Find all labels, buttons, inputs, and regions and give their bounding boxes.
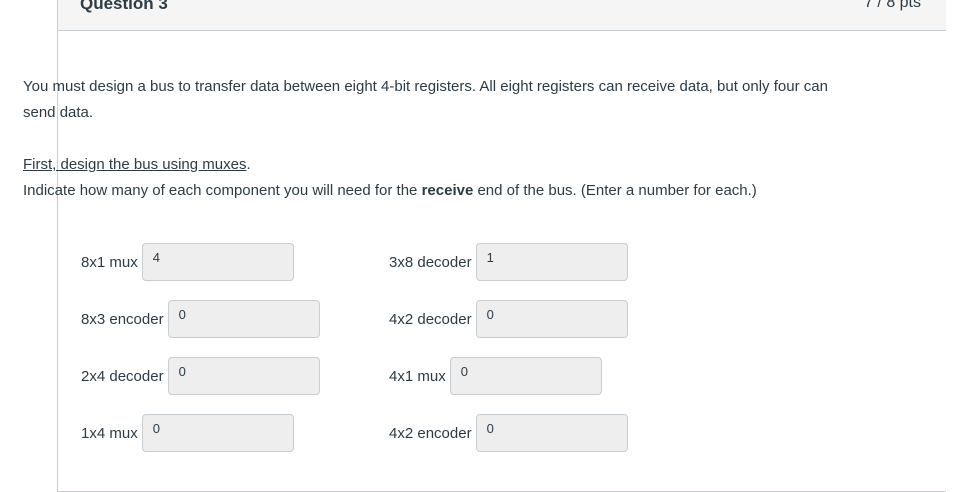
answer-input[interactable]: 0 bbox=[475, 300, 628, 338]
answer-input[interactable]: 0 bbox=[475, 414, 628, 452]
instruction-emphasis: receive bbox=[421, 182, 474, 199]
instruction-part: Indicate how many of each component you … bbox=[23, 182, 422, 199]
period: . bbox=[246, 156, 251, 173]
field-8x3-encoder: 8x3 encoder 0 bbox=[81, 300, 320, 338]
field-label: 3x8 decoder bbox=[389, 253, 472, 271]
field-4x1-mux: 4x1 mux 0 bbox=[389, 357, 602, 395]
field-3x8-decoder: 3x8 decoder 1 bbox=[389, 243, 628, 281]
field-2x4-decoder: 2x4 decoder 0 bbox=[81, 357, 320, 395]
field-8x1-mux: 8x1 mux 4 bbox=[81, 243, 294, 281]
answer-input[interactable]: 1 bbox=[475, 243, 628, 281]
question-panel: Question 3 7 / 8 pts bbox=[57, 0, 946, 492]
question-title: Question 3 bbox=[80, 0, 168, 13]
instruction-part: end of the bus. (Enter a number for each… bbox=[473, 182, 757, 199]
field-label: 1x4 mux bbox=[81, 424, 138, 442]
field-label: 2x4 decoder bbox=[81, 367, 164, 385]
answer-input[interactable]: 0 bbox=[449, 357, 602, 395]
answer-input[interactable]: 0 bbox=[167, 300, 320, 338]
answer-input[interactable]: 4 bbox=[141, 243, 294, 281]
field-label: 4x2 decoder bbox=[389, 310, 472, 328]
field-4x2-decoder: 4x2 decoder 0 bbox=[389, 300, 628, 338]
answer-input[interactable]: 0 bbox=[141, 414, 294, 452]
field-4x2-encoder: 4x2 encoder 0 bbox=[389, 414, 628, 452]
instruction-link: First, design the bus using muxes bbox=[23, 156, 247, 173]
question-text: You must design a bus to transfer data b… bbox=[23, 74, 853, 204]
field-label: 4x2 encoder bbox=[389, 424, 472, 442]
field-label: 8x1 mux bbox=[81, 253, 138, 271]
question-score: 7 / 8 pts bbox=[864, 0, 921, 11]
field-label: 4x1 mux bbox=[389, 367, 446, 385]
question-header: Question 3 7 / 8 pts bbox=[58, 0, 946, 31]
question-prompt: You must design a bus to transfer data b… bbox=[23, 78, 828, 121]
instruction-text: Indicate how many of each component you … bbox=[23, 178, 853, 204]
field-label: 8x3 encoder bbox=[81, 310, 164, 328]
answer-input[interactable]: 0 bbox=[167, 357, 320, 395]
field-1x4-mux: 1x4 mux 0 bbox=[81, 414, 294, 452]
